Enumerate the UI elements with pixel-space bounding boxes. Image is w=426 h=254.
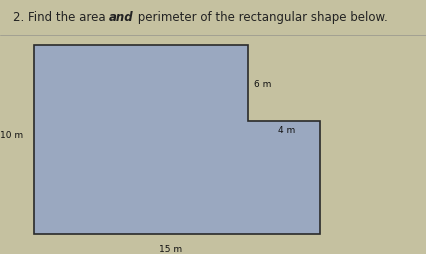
Text: 10 m: 10 m [0, 130, 23, 139]
Text: 6 m: 6 m [253, 79, 271, 88]
Polygon shape [34, 46, 320, 234]
Text: perimeter of the rectangular shape below.: perimeter of the rectangular shape below… [133, 11, 387, 24]
Text: 2. Find the area: 2. Find the area [13, 11, 109, 24]
Text: 4 m: 4 m [277, 125, 294, 134]
Text: 15 m: 15 m [159, 244, 182, 253]
Text: and: and [109, 11, 133, 24]
